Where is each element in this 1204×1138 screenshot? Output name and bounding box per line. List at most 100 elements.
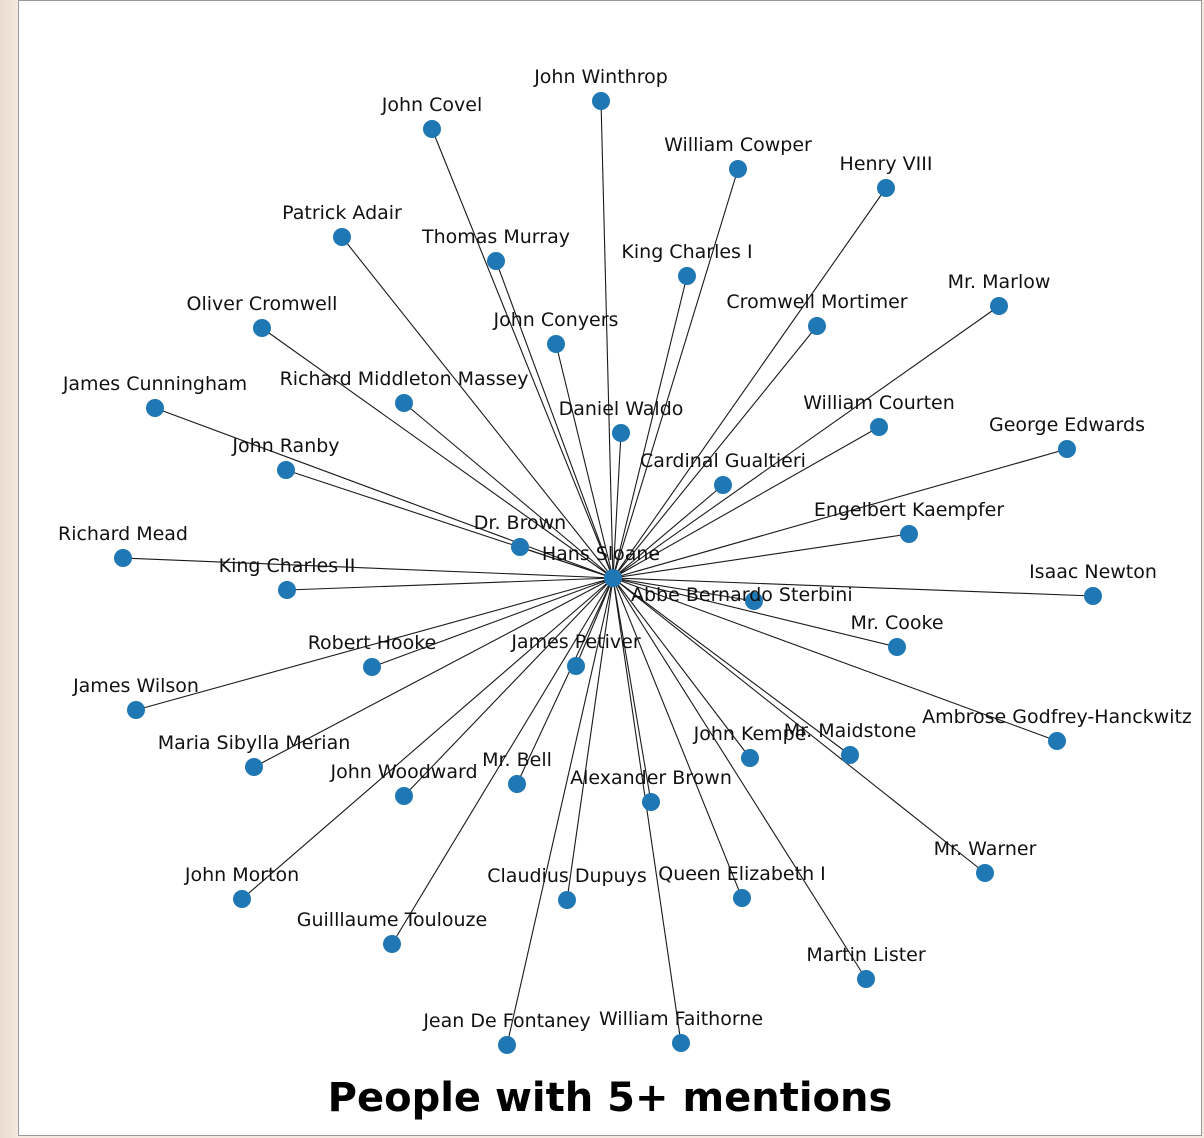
node-william-courten[interactable] [870, 418, 888, 436]
node-daniel-waldo[interactable] [612, 424, 630, 442]
node-john-winthrop[interactable] [592, 92, 610, 110]
node-abbe-bernardo-sterbini[interactable] [745, 592, 763, 610]
node-label-oliver-cromwell: Oliver Cromwell [187, 293, 338, 315]
node-cardinal-gualtieri[interactable] [714, 476, 732, 494]
node-label-john-kempe: John Kempe [693, 723, 807, 745]
node-label-martin-lister: Martin Lister [806, 944, 926, 966]
node-mr-marlow[interactable] [990, 297, 1008, 315]
edge-patrick-adair [341, 236, 614, 579]
edge-richard-mead [122, 557, 614, 579]
nodes-layer [114, 92, 1102, 1054]
node-label-hans-sloane: Hans Sloane [542, 543, 660, 565]
node-john-kempe[interactable] [741, 749, 759, 767]
node-john-morton[interactable] [233, 890, 251, 908]
edge-maria-sibylla-merian [253, 577, 614, 768]
edge-alexander-brown [612, 577, 652, 803]
node-label-king-charles-ii: King Charles II [219, 555, 356, 577]
edge-mr-cooke [612, 577, 898, 648]
node-label-isaac-newton: Isaac Newton [1029, 561, 1157, 583]
node-queen-elizabeth-i[interactable] [733, 889, 751, 907]
edge-james-cunningham [154, 407, 614, 579]
node-label-cardinal-gualtieri: Cardinal Gualtieri [640, 450, 806, 472]
node-label-patrick-adair: Patrick Adair [282, 202, 402, 224]
node-richard-middleton-massey[interactable] [395, 394, 413, 412]
edge-mr-marlow [612, 305, 1000, 579]
edge-william-cowper [612, 168, 739, 579]
node-mr-warner[interactable] [976, 864, 994, 882]
edge-jean-de-fontaney [506, 577, 614, 1046]
node-maria-sibylla-merian[interactable] [245, 758, 263, 776]
node-isaac-newton[interactable] [1084, 587, 1102, 605]
edge-king-charles-i [612, 275, 688, 579]
node-martin-lister[interactable] [857, 970, 875, 988]
node-label-daniel-waldo: Daniel Waldo [559, 398, 684, 420]
node-john-ranby[interactable] [277, 461, 295, 479]
node-john-conyers[interactable] [547, 335, 565, 353]
edge-guilllaume-toulouze [391, 577, 614, 945]
node-dr-brown[interactable] [511, 538, 529, 556]
edge-john-winthrop [600, 100, 614, 579]
node-claudius-dupuys[interactable] [558, 891, 576, 909]
figure-frame: Hans Sloane John Winthrop John Covel Willia… [18, 0, 1202, 1136]
node-mr-bell[interactable] [508, 775, 526, 793]
edges-layer [122, 100, 1094, 1046]
edge-james-wilson [135, 577, 614, 711]
edge-dr-brown [519, 546, 614, 579]
node-jean-de-fontaney[interactable] [498, 1036, 516, 1054]
edge-oliver-cromwell [261, 327, 614, 579]
labels-layer: Hans Sloane John Winthrop John Covel Willia… [58, 66, 1192, 1032]
node-william-cowper[interactable] [729, 160, 747, 178]
node-label-king-charles-i: King Charles I [621, 241, 752, 263]
network-graph: Hans Sloane John Winthrop John Covel Willia… [58, 66, 1192, 1054]
node-label-ambrose-godfrey-hanckwitz: Ambrose Godfrey-Hanckwitz [922, 706, 1192, 728]
edge-george-edwards [612, 448, 1068, 579]
node-mr-maidstone[interactable] [841, 746, 859, 764]
node-alexander-brown[interactable] [642, 793, 660, 811]
node-hans-sloane[interactable] [604, 569, 622, 587]
node-label-john-ranby: John Ranby [231, 435, 339, 457]
node-label-richard-middleton-massey: Richard Middleton Massey [280, 368, 529, 390]
edge-martin-lister [612, 577, 867, 980]
node-thomas-murray[interactable] [487, 252, 505, 270]
node-george-edwards[interactable] [1058, 440, 1076, 458]
node-label-engelbert-kaempfer: Engelbert Kaempfer [814, 499, 1005, 521]
node-robert-hooke[interactable] [363, 658, 381, 676]
node-label-william-faithorne: William Faithorne [599, 1008, 763, 1030]
node-patrick-adair[interactable] [333, 228, 351, 246]
node-oliver-cromwell[interactable] [253, 319, 271, 337]
node-label-alexander-brown: Alexander Brown [570, 767, 732, 789]
node-label-john-winthrop: John Winthrop [533, 66, 668, 88]
edge-cardinal-gualtieri [612, 484, 724, 579]
edge-isaac-newton [612, 577, 1094, 597]
node-king-charles-ii[interactable] [278, 581, 296, 599]
edge-henry-viii [612, 187, 887, 579]
node-guilllaume-toulouze[interactable] [383, 935, 401, 953]
edge-engelbert-kaempfer [612, 533, 910, 579]
node-james-wilson[interactable] [127, 701, 145, 719]
node-cromwell-mortimer[interactable] [808, 317, 826, 335]
edge-king-charles-ii [286, 577, 614, 591]
node-henry-viii[interactable] [877, 179, 895, 197]
node-ambrose-godfrey-hanckwitz[interactable] [1048, 732, 1066, 750]
node-john-covel[interactable] [423, 120, 441, 138]
node-richard-mead[interactable] [114, 549, 132, 567]
node-label-james-cunningham: James Cunningham [62, 373, 247, 395]
node-james-petiver[interactable] [567, 657, 585, 675]
node-king-charles-i[interactable] [678, 267, 696, 285]
edge-john-conyers [555, 343, 614, 579]
node-label-dr-brown: Dr. Brown [474, 512, 566, 534]
node-mr-cooke[interactable] [888, 638, 906, 656]
node-william-faithorne[interactable] [672, 1034, 690, 1052]
node-label-robert-hooke: Robert Hooke [308, 632, 437, 654]
node-label-queen-elizabeth-i: Queen Elizabeth I [658, 863, 826, 885]
node-label-william-courten: William Courten [803, 392, 955, 414]
edge-william-courten [612, 426, 880, 579]
node-james-cunningham[interactable] [146, 399, 164, 417]
node-label-thomas-murray: Thomas Murray [421, 226, 570, 248]
node-engelbert-kaempfer[interactable] [900, 525, 918, 543]
edge-mr-maidstone [612, 577, 851, 756]
edge-john-morton [241, 577, 614, 900]
edge-mr-warner [612, 577, 986, 874]
node-john-woodward[interactable] [395, 787, 413, 805]
edge-claudius-dupuys [566, 577, 614, 901]
